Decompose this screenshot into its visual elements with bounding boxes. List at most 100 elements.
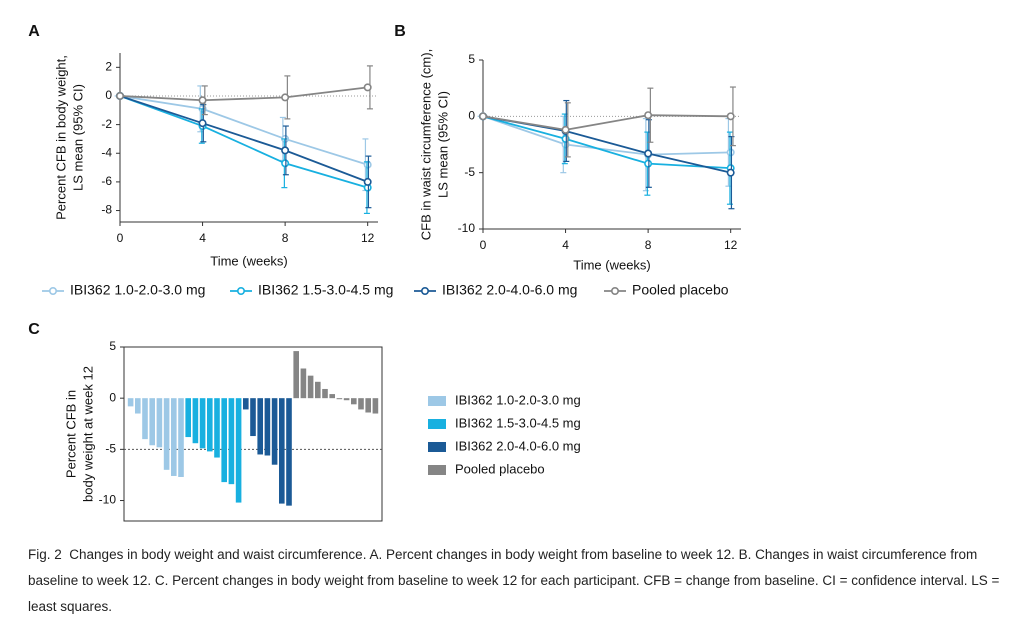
legend-label: IBI362 1.0-2.0-3.0 mg <box>70 282 205 298</box>
point <box>644 149 653 158</box>
series-line <box>119 95 368 189</box>
series-line <box>482 115 731 156</box>
series-line <box>119 95 369 183</box>
y-tick-label: -5 <box>105 442 116 456</box>
legend-label: IBI362 2.0-4.0-6.0 mg <box>455 438 581 453</box>
point <box>726 168 735 177</box>
point <box>281 146 290 155</box>
bar <box>358 398 364 410</box>
bar <box>257 398 263 455</box>
legend-marker <box>610 286 619 295</box>
bar <box>264 398 271 456</box>
legend-label: IBI362 2.0-4.0-6.0 mg <box>442 282 577 298</box>
legend-label: Pooled placebo <box>455 461 545 476</box>
series-line <box>119 95 368 166</box>
y-tick-label: -5 <box>464 165 475 179</box>
legend-label: IBI362 1.0-2.0-3.0 mg <box>455 392 581 407</box>
bar <box>243 398 249 410</box>
x-tick-label: 12 <box>361 231 375 245</box>
series-line <box>482 115 731 174</box>
legend-marker <box>237 286 246 295</box>
point <box>363 83 372 92</box>
legend-marker <box>48 286 57 295</box>
bar <box>250 398 256 437</box>
bar <box>315 381 321 399</box>
point <box>644 111 653 120</box>
bar <box>199 398 206 449</box>
legend-swatch <box>428 396 446 406</box>
x-tick-label: 8 <box>645 238 652 252</box>
bar <box>171 398 177 476</box>
y-tick-label: -8 <box>101 203 112 217</box>
legend-label: Pooled placebo <box>632 282 729 298</box>
point <box>363 160 372 169</box>
bar <box>178 398 184 477</box>
bar <box>336 398 343 400</box>
x-tick-label: 12 <box>724 238 738 252</box>
bar <box>343 398 350 401</box>
panel-label: C <box>28 321 40 338</box>
caption-text: Changes in body weight and waist circumf… <box>28 547 1000 614</box>
point <box>281 159 290 168</box>
legend-swatch <box>428 442 446 452</box>
bar <box>235 398 242 503</box>
point <box>198 96 207 105</box>
y-axis-label: Percent CFB in <box>63 390 78 478</box>
bar <box>192 398 199 444</box>
point <box>561 125 570 134</box>
bar <box>127 398 134 407</box>
bar <box>228 398 235 485</box>
x-axis-label: Time (weeks) <box>573 257 651 272</box>
bar <box>307 375 314 399</box>
bar <box>329 394 335 399</box>
point <box>561 134 570 143</box>
bar <box>365 398 371 413</box>
bar <box>207 398 213 452</box>
y-tick-label: 0 <box>109 390 116 404</box>
bar <box>185 398 191 438</box>
y-axis-label: body weight at week 12 <box>80 366 95 502</box>
bar <box>271 398 278 465</box>
bar <box>142 398 148 440</box>
series-line <box>482 115 731 170</box>
y-tick-label: 0 <box>468 109 475 123</box>
bar <box>279 398 285 504</box>
y-tick-label: 5 <box>109 339 116 353</box>
point <box>726 148 735 157</box>
legend-label: IBI362 1.5-3.0-4.5 mg <box>455 415 581 430</box>
bar <box>293 351 299 399</box>
panel-label: A <box>28 23 40 40</box>
legend-swatch <box>428 419 446 429</box>
point <box>478 112 487 121</box>
y-axis-label: LS mean (95% CI) <box>435 91 450 198</box>
panel-label: B <box>394 23 406 40</box>
bar <box>163 398 170 470</box>
point <box>198 119 207 128</box>
bar <box>135 398 141 414</box>
bar <box>372 398 379 414</box>
point <box>363 177 372 186</box>
point <box>726 112 735 121</box>
y-tick-label: 0 <box>105 88 112 102</box>
point <box>281 93 290 102</box>
x-axis-label: Time (weeks) <box>210 253 288 268</box>
x-tick-label: 0 <box>117 231 124 245</box>
bar <box>214 398 220 458</box>
bar <box>221 398 227 483</box>
y-axis-label: Percent CFB in body weight, <box>53 55 68 220</box>
y-tick-label: -2 <box>101 117 112 131</box>
caption: Fig. 2 Changes in body weight and waist … <box>28 542 1013 620</box>
y-axis-label: CFB in waist circumference (cm), <box>418 49 433 240</box>
x-tick-label: 4 <box>199 231 206 245</box>
bar <box>300 368 307 399</box>
bar <box>149 398 155 446</box>
y-axis-label: LS mean (95% CI) <box>70 84 85 191</box>
legend-label: IBI362 1.5-3.0-4.5 mg <box>258 282 393 298</box>
y-tick-label: -4 <box>101 145 112 159</box>
y-tick-label: 5 <box>468 52 475 66</box>
bar <box>322 388 328 399</box>
bar <box>156 398 163 448</box>
x-tick-label: 4 <box>562 238 569 252</box>
